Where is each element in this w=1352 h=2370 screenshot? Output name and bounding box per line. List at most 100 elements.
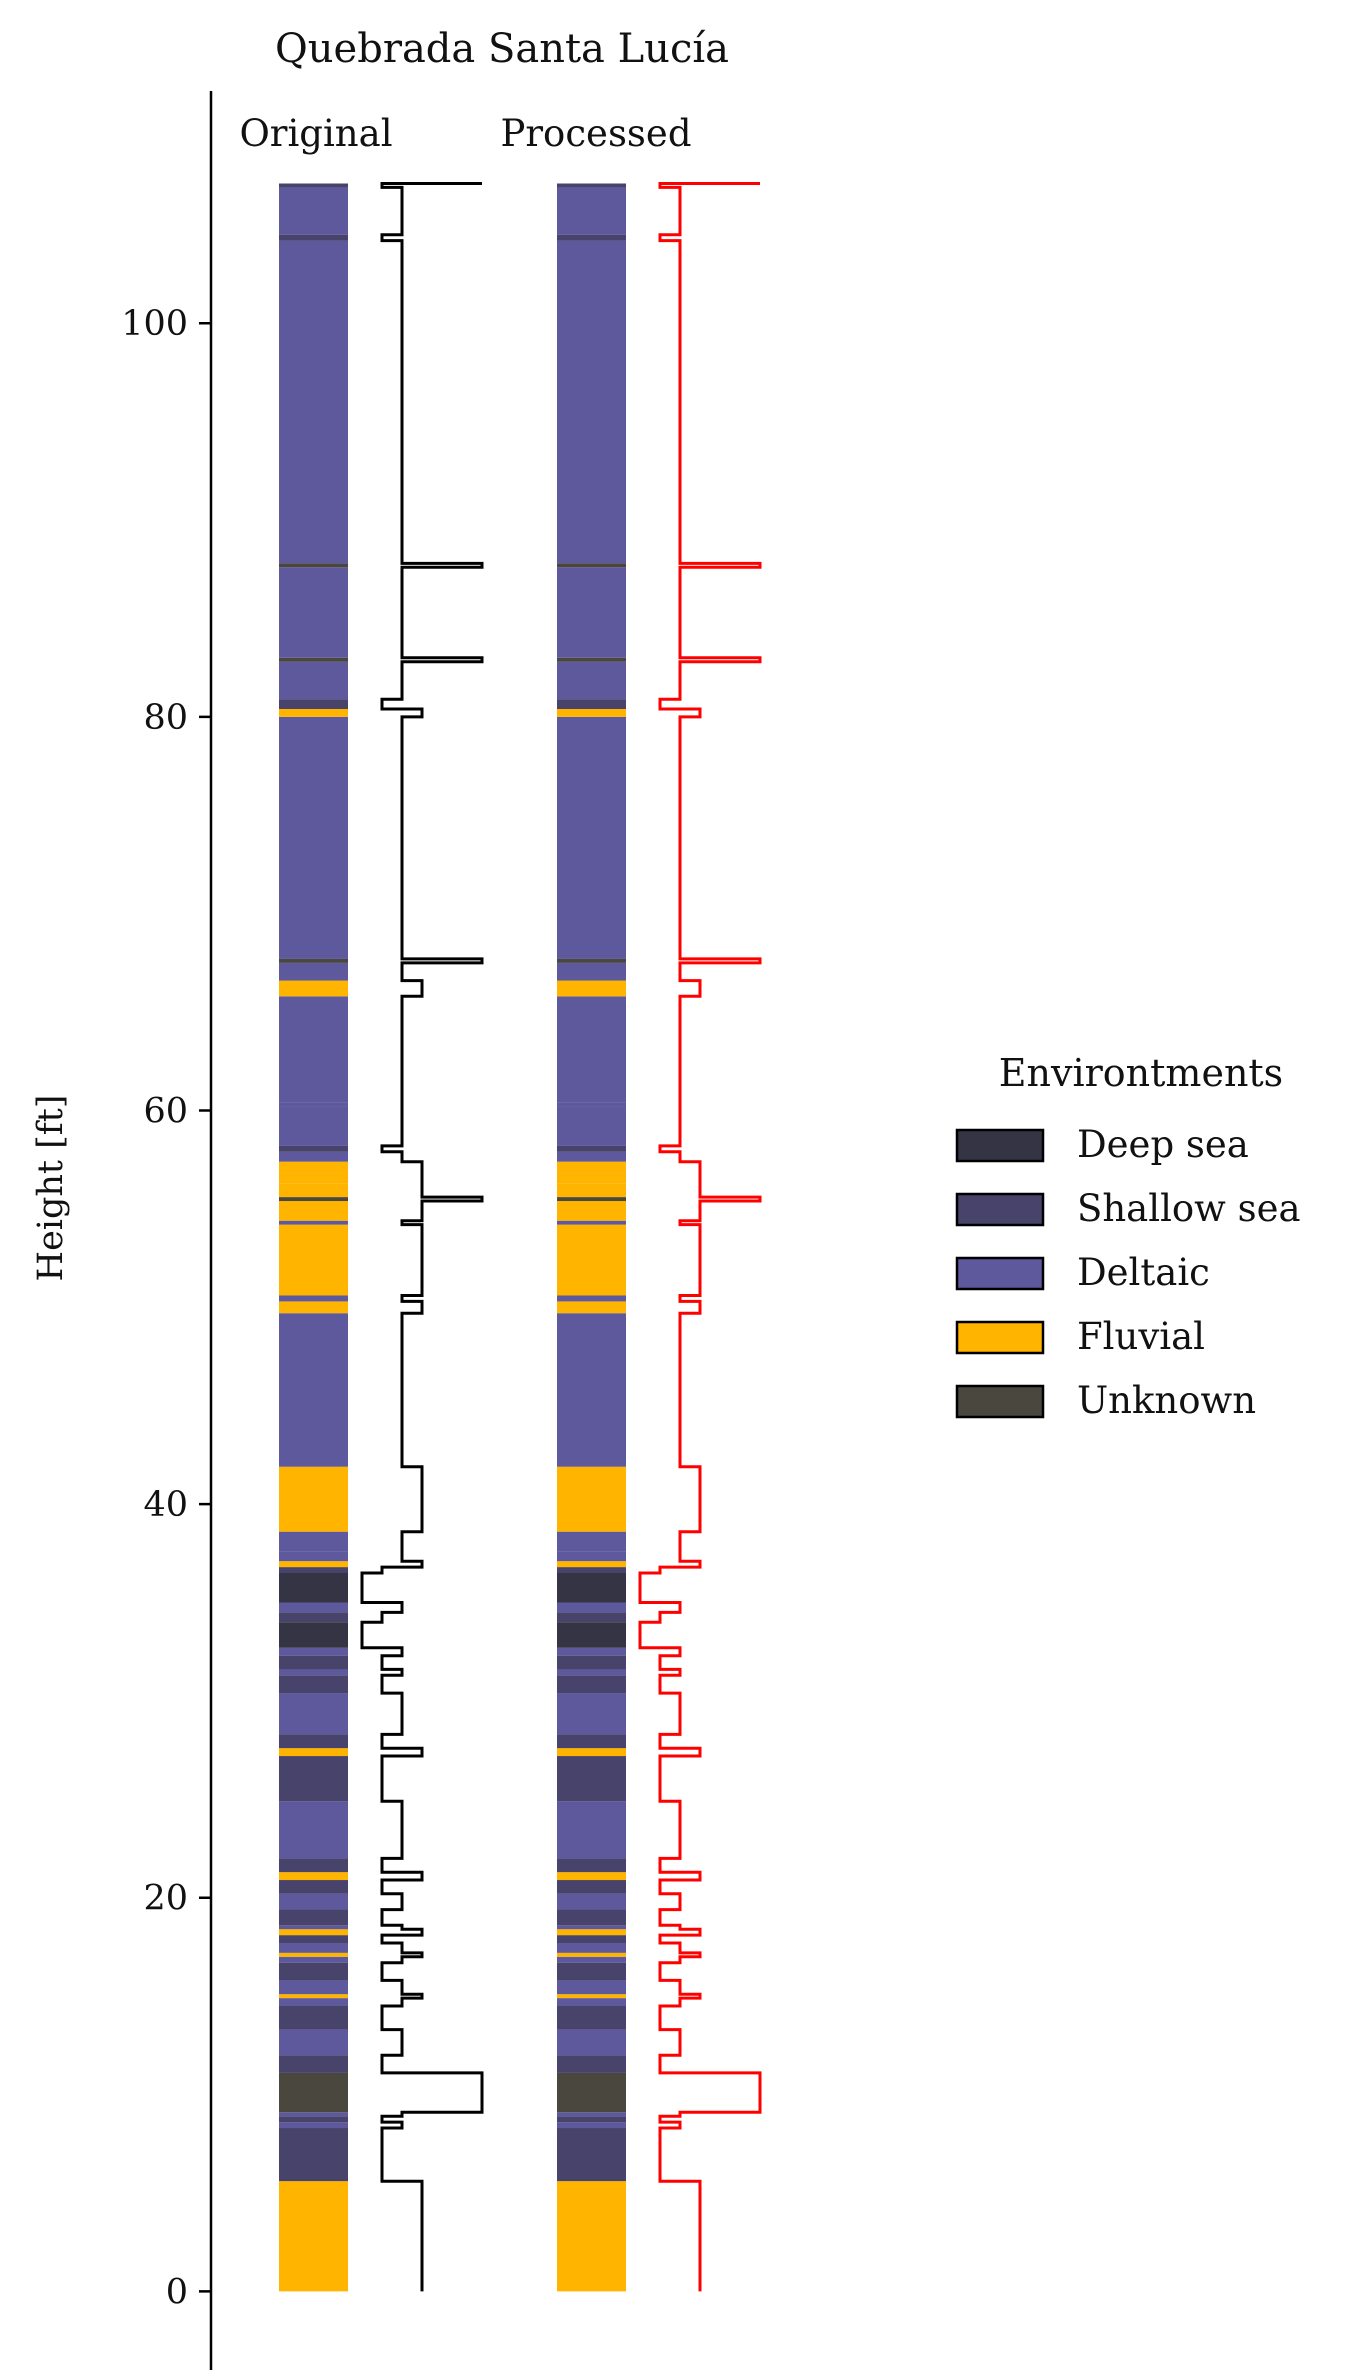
strip-layer-deltaic <box>279 1943 348 1953</box>
strip-layer-fluvial <box>557 980 626 997</box>
strip-layer-deltaic <box>279 2112 348 2117</box>
strip-layer-deltaic <box>557 1313 626 1467</box>
strip-layer-fluvial <box>279 1201 348 1221</box>
strip-layer-deltaic <box>279 1295 348 1302</box>
strip-layer-deltaic <box>557 996 626 1103</box>
strip-layer-deltaic <box>279 240 348 564</box>
strip-layer-deltaic <box>557 187 626 235</box>
legend-entries: Deep sea Shallow sea Deltaic Fluvial Unknown <box>955 1123 1301 1422</box>
strip-layer-shallow_sea <box>279 1935 348 1944</box>
strip-layer-deltaic <box>557 1102 626 1107</box>
strip-layer-fluvial <box>279 2181 348 2292</box>
environment-strip-original <box>279 183 348 2292</box>
legend-title: Environtments <box>999 1051 1283 1095</box>
strip-layer-unknown <box>557 563 626 568</box>
strip-layer-deltaic <box>279 1956 348 1963</box>
strip-layer-unknown <box>557 657 626 662</box>
strip-layer-fluvial <box>557 1301 626 1314</box>
strip-layer-shallow_sea <box>279 2128 348 2182</box>
strip-layer-shallow_sea <box>557 1935 626 1944</box>
strip-layer-deltaic <box>279 996 348 1103</box>
strip-layer-deltaic <box>557 1801 626 1859</box>
strip-layer-deltaic <box>279 1669 348 1676</box>
legend-label-fluvial: Fluvial <box>1077 1315 1205 1358</box>
panel-processed: Processed <box>500 112 762 2292</box>
strip-layer-deltaic <box>557 1602 626 1613</box>
strip-layer-shallow_sea <box>279 234 348 241</box>
strip-layer-fluvial <box>279 1224 348 1296</box>
strip-layer-deltaic <box>557 2029 626 2056</box>
strip-layer-deltaic <box>279 1980 348 1995</box>
strip-layer-deltaic <box>279 1693 348 1735</box>
strip-layer-deltaic <box>279 1313 348 1467</box>
strip-layer-fluvial <box>279 1173 348 1184</box>
strip-layer-fluvial <box>279 1183 348 1198</box>
y-tick-label: 60 <box>143 1091 188 1131</box>
y-tick-label: 20 <box>143 1879 188 1919</box>
strip-layer-deltaic <box>279 1925 348 1930</box>
strip-layer-deltaic <box>279 1106 348 1146</box>
strip-layer-fluvial <box>279 708 348 717</box>
strip-layer-fluvial <box>557 1561 626 1568</box>
strip-layer-deltaic <box>279 1647 348 1656</box>
strip-layer-deltaic <box>557 661 626 700</box>
strip-layer-deltaic <box>557 240 626 564</box>
strip-layer-deltaic <box>279 1893 348 1910</box>
legend-label-deltaic: Deltaic <box>1077 1251 1210 1294</box>
axes: 0 20 40 60 80 100 <box>121 91 213 2370</box>
strip-layer-deltaic <box>557 1893 626 1910</box>
strip-layer-shallow_sea <box>557 1145 626 1152</box>
strip-layer-shallow_sea <box>279 1655 348 1670</box>
strip-layer-shallow_sea <box>279 699 348 709</box>
strip-layer-shallow_sea <box>557 183 626 188</box>
strip-layer-fluvial <box>279 980 348 997</box>
strip-layer-shallow_sea <box>279 2116 348 2123</box>
strip-layer-shallow_sea <box>557 2005 626 2030</box>
strip-layer-shallow_sea <box>279 1567 348 1574</box>
strip-layer-unknown <box>557 958 626 963</box>
y-tick-label: 80 <box>143 698 188 738</box>
y-tick-label: 40 <box>143 1485 188 1525</box>
strip-layer-fluvial <box>557 1872 626 1881</box>
strip-layer-shallow_sea <box>557 1962 626 1981</box>
strip-layer-deep_sea <box>557 1573 626 1603</box>
chart-title: Quebrada Santa Lucía <box>275 26 729 72</box>
y-axis-label: Height [ft] <box>31 1095 71 1282</box>
strip-layer-deltaic <box>557 1295 626 1302</box>
legend-label-unknown: Unknown <box>1077 1379 1256 1422</box>
strip-layer-shallow_sea <box>279 1145 348 1152</box>
strip-layer-shallow_sea <box>557 2128 626 2182</box>
strip-layer-deltaic <box>279 567 348 658</box>
strip-layer-fluvial <box>279 1994 348 1999</box>
strip-layer-deltaic <box>557 1980 626 1995</box>
strip-layer-fluvial <box>557 1929 626 1936</box>
strip-layer-fluvial <box>279 1929 348 1936</box>
strip-layer-deltaic <box>557 716 626 959</box>
legend-swatch-deltaic <box>955 1256 1045 1291</box>
y-ticks: 0 20 40 60 80 100 <box>121 304 211 2312</box>
panel-label-original: Original <box>239 112 392 155</box>
panel-label-processed: Processed <box>500 112 691 155</box>
y-tick-label: 0 <box>166 2272 188 2312</box>
strip-layer-shallow_sea <box>557 1756 626 1802</box>
strip-layer-deltaic <box>279 1801 348 1859</box>
strip-layer-fluvial <box>557 1201 626 1221</box>
legend-label-shallow_sea: Shallow sea <box>1077 1187 1301 1230</box>
strip-layer-deltaic <box>279 2122 348 2129</box>
strip-layer-unknown <box>557 1197 626 1202</box>
strip-layer-fluvial <box>557 708 626 717</box>
strip-layer-deltaic <box>279 716 348 959</box>
strip-layer-shallow_sea <box>279 1734 348 1749</box>
legend-swatch-fluvial <box>955 1320 1045 1355</box>
strip-layer-shallow_sea <box>557 699 626 709</box>
strip-layer-fluvial <box>279 1301 348 1314</box>
strip-layer-deltaic <box>557 1998 626 2006</box>
strip-layer-shallow_sea <box>557 1567 626 1574</box>
strip-layer-shallow_sea <box>557 2116 626 2123</box>
strip-layer-fluvial <box>279 1466 348 1532</box>
strip-layer-deltaic <box>279 1151 348 1162</box>
strip-layer-deltaic <box>279 1602 348 1613</box>
strip-layer-shallow_sea <box>557 1880 626 1894</box>
strip-layer-fluvial <box>557 1952 626 1957</box>
